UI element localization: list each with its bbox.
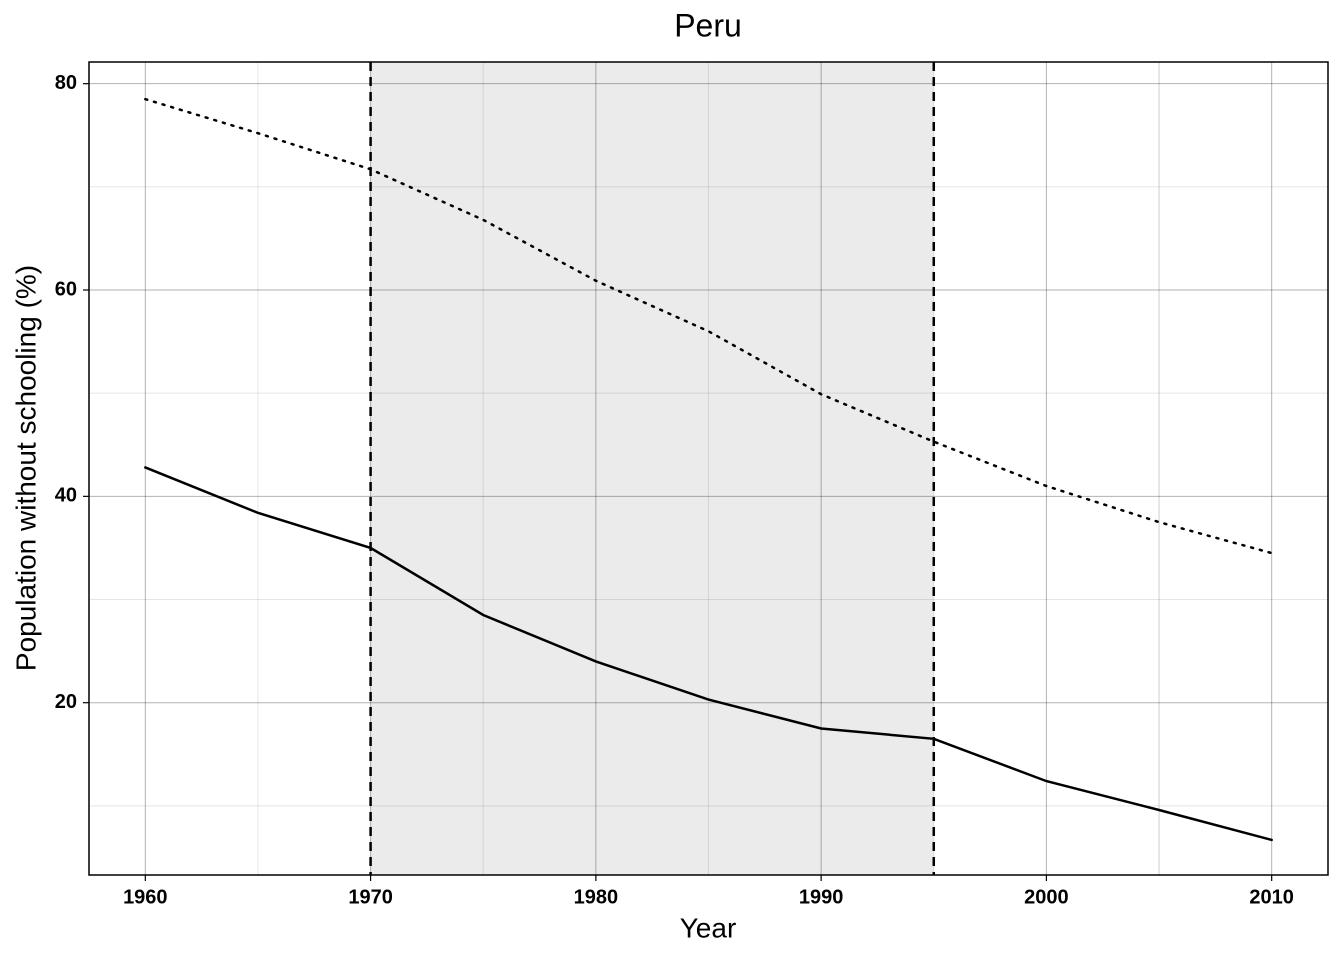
y-tick-label: 80 (55, 72, 77, 94)
data-line (144, 466, 1273, 842)
x-tick-label: 2000 (1024, 886, 1069, 908)
x-tick-label: 2010 (1249, 886, 1294, 908)
shaded-region (370, 62, 934, 875)
x-tick-label: 1980 (574, 886, 619, 908)
y-tick-label: 60 (55, 278, 77, 300)
data-line (144, 97, 1273, 555)
plot-border (88, 61, 1329, 876)
y-tick-label: 40 (55, 485, 77, 507)
x-tick-label: 1970 (348, 886, 393, 908)
x-tick-label: 1990 (799, 886, 844, 908)
y-axis-label: Population without schooling (%) (10, 265, 41, 671)
x-tick-label: 1960 (123, 886, 168, 908)
y-tick-label: 20 (55, 691, 77, 713)
chart-title: Peru (674, 7, 742, 43)
x-axis-label: Year (680, 912, 737, 943)
